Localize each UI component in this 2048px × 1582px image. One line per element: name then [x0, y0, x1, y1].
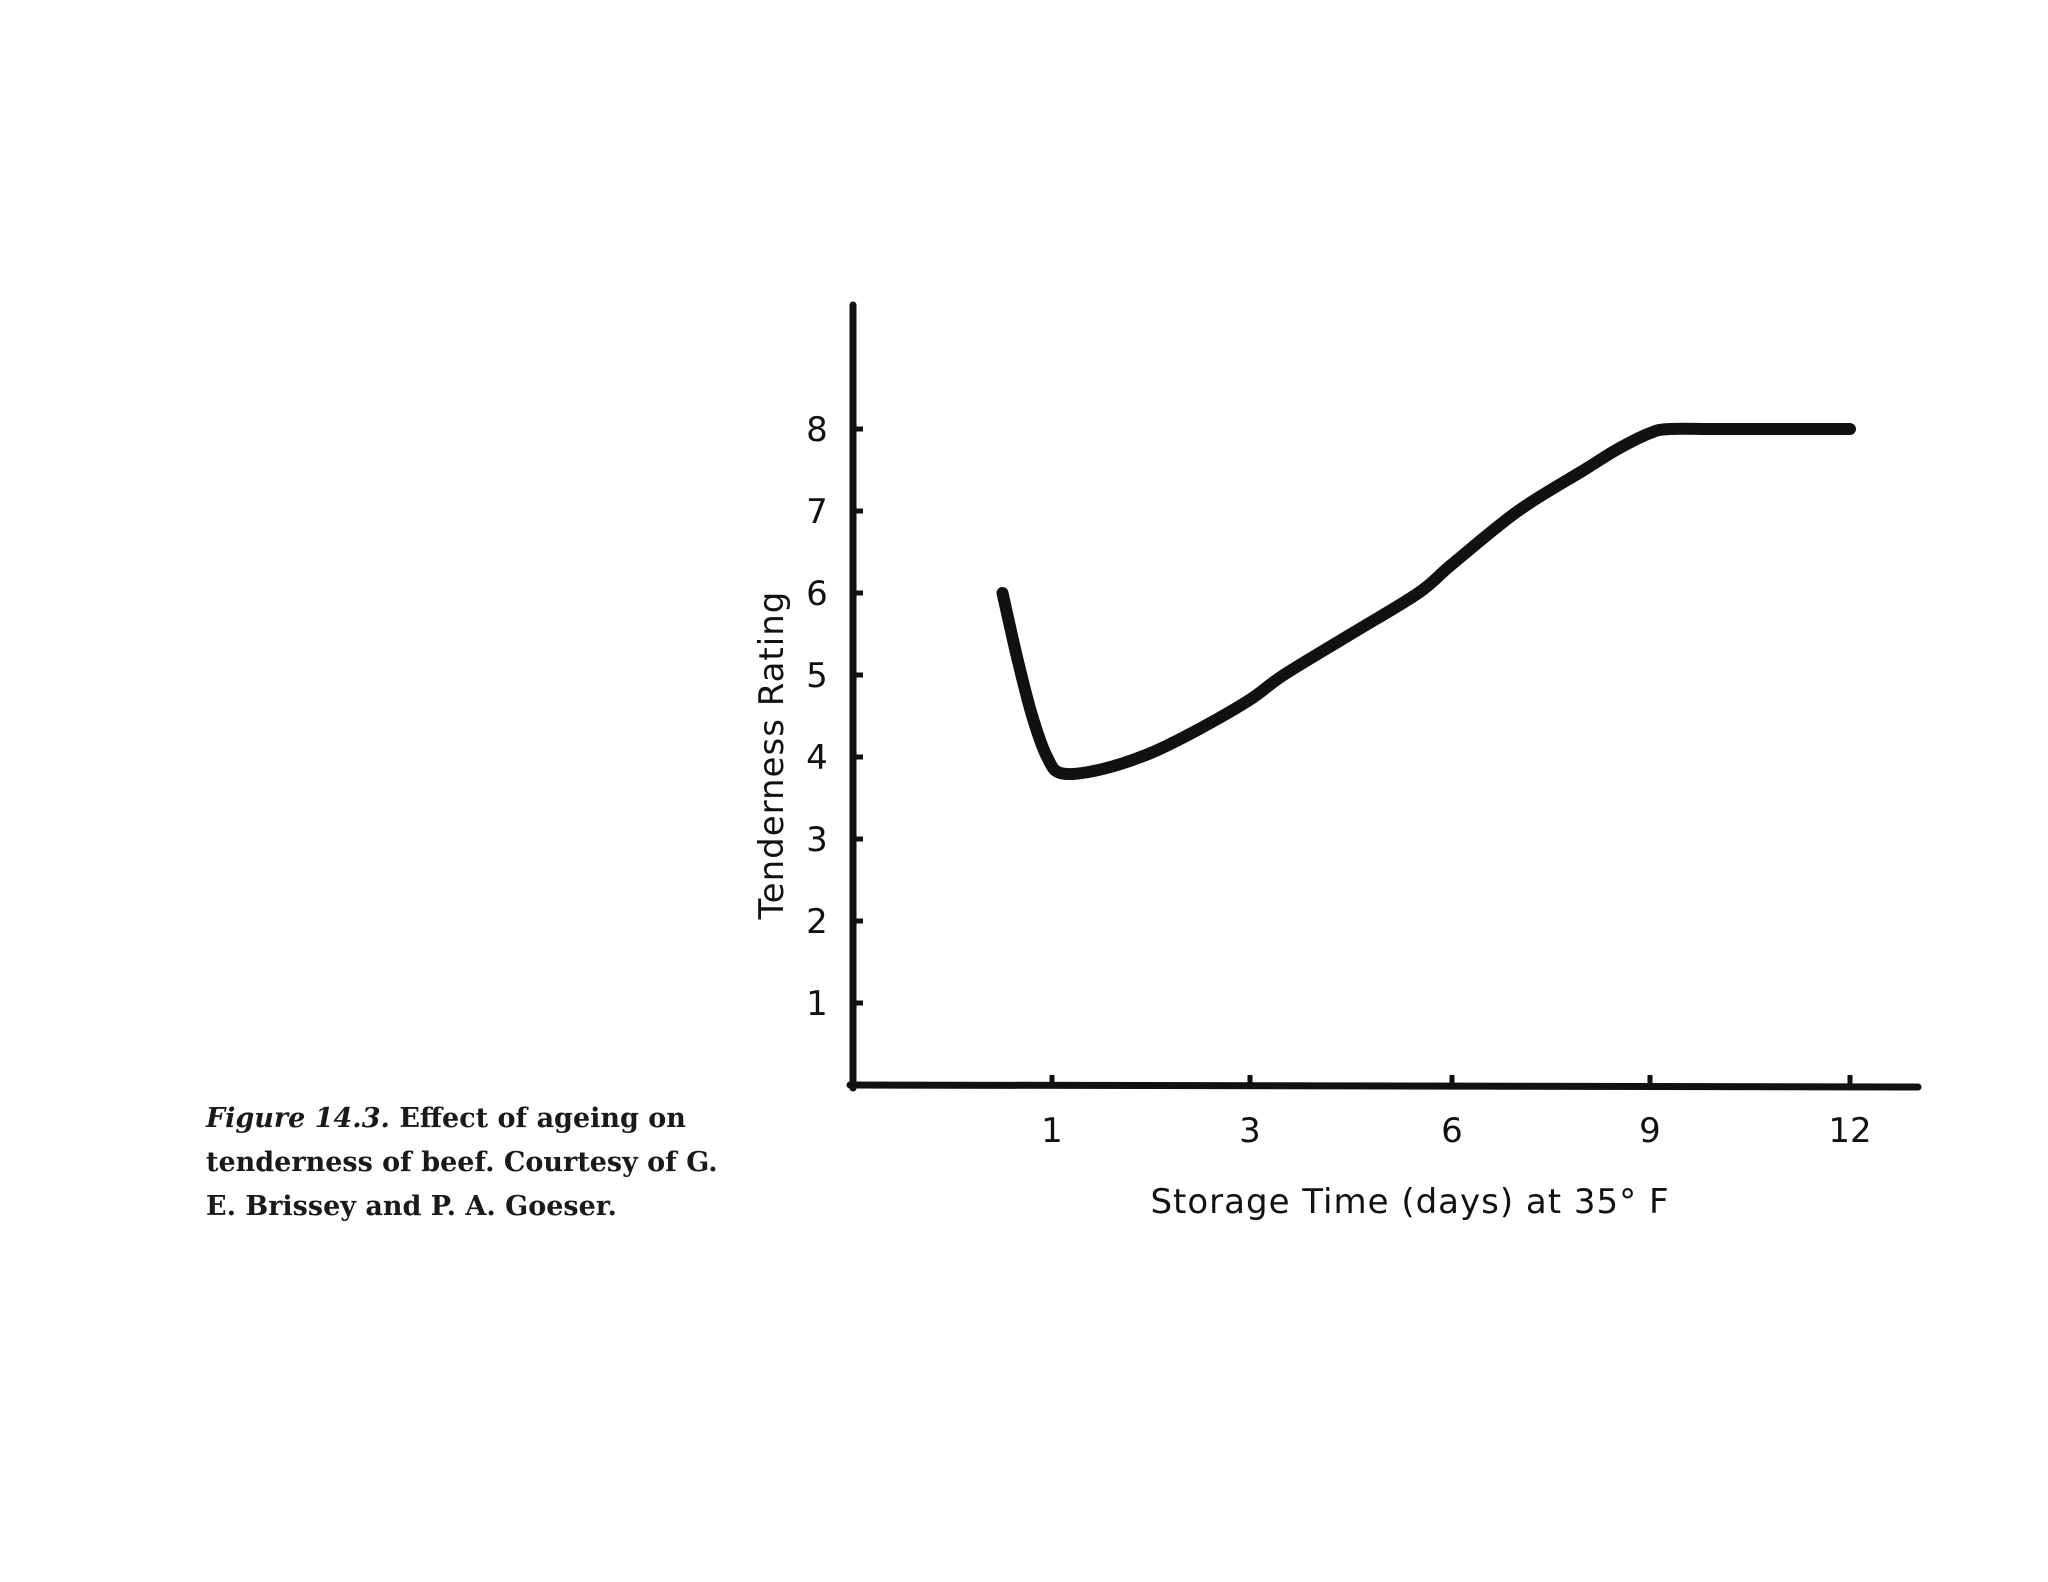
y-axis-title: Tenderness Rating — [752, 591, 792, 921]
data-point — [1283, 675, 1284, 676]
data-point — [1061, 773, 1062, 774]
data-point — [1716, 429, 1717, 430]
y-tick-label: 5 — [806, 656, 828, 696]
y-tick-label: 2 — [806, 902, 828, 942]
data-point — [1452, 564, 1453, 565]
data-point — [1047, 757, 1048, 758]
data-point — [1017, 658, 1018, 659]
x-tick-label: 1 — [1041, 1111, 1063, 1151]
data-point — [1351, 634, 1352, 635]
x-tick-label: 6 — [1441, 1111, 1463, 1151]
data-point — [1032, 716, 1033, 717]
y-axis-ticks: 1 2 3 4 5 6 7 8 — [806, 410, 863, 1024]
y-tick-label: 8 — [806, 410, 828, 450]
figure-caption: Figure 14.3. Effect of ageing on tendern… — [206, 1097, 726, 1229]
data-point — [1850, 429, 1851, 430]
data-point — [1200, 728, 1201, 729]
data-point — [1670, 429, 1671, 430]
data-point — [1518, 511, 1519, 512]
x-axis-title: Storage Time (days) at 35° F — [1150, 1182, 1669, 1222]
data-point — [1650, 433, 1651, 434]
x-tick-label: 3 — [1239, 1111, 1261, 1151]
series-line — [996, 422, 1856, 781]
y-tick-label: 1 — [806, 984, 828, 1024]
data-point — [1617, 449, 1618, 450]
y-tick-label: 4 — [806, 738, 828, 778]
figure-label: Figure 14.3. — [206, 1103, 390, 1134]
data-point — [1101, 769, 1102, 770]
x-tick-label: 9 — [1639, 1111, 1661, 1151]
chart-series — [996, 422, 1856, 781]
y-tick-label: 3 — [806, 820, 828, 860]
data-point — [1002, 593, 1003, 594]
x-tick-label: 12 — [1828, 1111, 1871, 1151]
chart-axes — [846, 301, 1922, 1092]
data-point — [1584, 470, 1585, 471]
data-point — [1783, 429, 1784, 430]
data-point — [1250, 699, 1251, 700]
x-axis-ticks: 1 3 6 9 12 — [1041, 1075, 1872, 1151]
x-axis-line — [846, 1081, 1922, 1091]
y-tick-label: 7 — [806, 492, 828, 532]
figure-caption-text: Effect of ageing on tenderness of beef. … — [206, 1103, 718, 1222]
data-point — [1151, 752, 1152, 753]
y-tick-label: 6 — [806, 574, 828, 614]
data-point — [1418, 593, 1419, 594]
